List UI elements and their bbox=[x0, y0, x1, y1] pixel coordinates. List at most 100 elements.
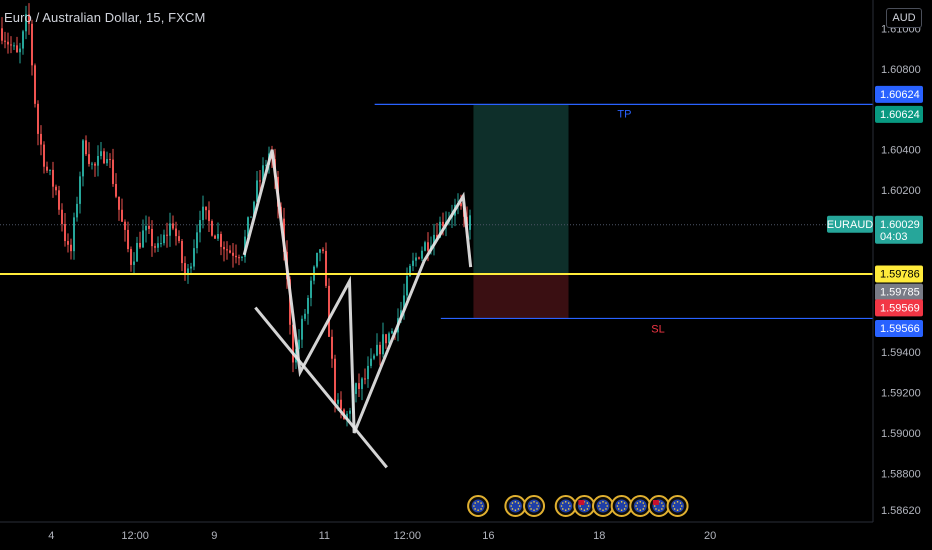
flag-star bbox=[636, 502, 639, 504]
candle-body bbox=[31, 23, 33, 66]
flag-star bbox=[514, 501, 517, 503]
flag-star bbox=[537, 505, 540, 507]
candle-body bbox=[202, 206, 204, 221]
candle-body bbox=[148, 225, 150, 229]
economic-event-markers[interactable] bbox=[467, 495, 689, 517]
candle-body bbox=[55, 186, 57, 191]
candle-body bbox=[259, 180, 261, 182]
flag-star bbox=[617, 502, 620, 504]
symbol-tag-label: EURAUD bbox=[827, 219, 874, 231]
flag-star bbox=[529, 505, 531, 507]
price-tag-label: 1.59569 bbox=[880, 302, 920, 314]
candle-body bbox=[172, 223, 174, 229]
candle-body bbox=[388, 333, 390, 344]
candle-body bbox=[106, 159, 108, 164]
flag-canton bbox=[652, 500, 659, 505]
candle-body bbox=[250, 216, 252, 218]
candle-body bbox=[13, 45, 15, 47]
loss-zone bbox=[473, 273, 569, 319]
flag-star bbox=[620, 509, 623, 512]
horizontal-levels[interactable]: TP SL bbox=[0, 103, 873, 335]
time-axis[interactable]: 4 12:00 9 11 12:00 16 18 20 bbox=[0, 521, 873, 542]
profit-zone bbox=[473, 104, 569, 274]
candle-body bbox=[58, 190, 60, 210]
candle-body bbox=[121, 209, 123, 222]
flag-star bbox=[579, 505, 581, 507]
candle-body bbox=[364, 378, 366, 380]
flag-star bbox=[653, 505, 656, 507]
candle-body bbox=[460, 203, 462, 207]
candle-body bbox=[337, 399, 339, 404]
candle-body bbox=[319, 249, 321, 253]
candle-body bbox=[241, 256, 243, 258]
flag-star bbox=[480, 508, 482, 510]
candle-body bbox=[469, 215, 471, 230]
time-tick-label: 9 bbox=[211, 530, 217, 542]
candle-body bbox=[253, 201, 255, 217]
price-tag bbox=[875, 85, 923, 103]
candle-body bbox=[187, 268, 189, 275]
candle-body bbox=[379, 344, 381, 355]
candle-body bbox=[304, 313, 306, 319]
flag-star bbox=[673, 502, 676, 504]
price-tag-label: 1.60029 bbox=[880, 219, 920, 231]
candle-body bbox=[226, 249, 228, 251]
candle-body bbox=[52, 169, 54, 187]
flag-star bbox=[642, 502, 645, 504]
candle-body bbox=[109, 159, 111, 161]
flag-star bbox=[474, 502, 476, 504]
price-tag bbox=[875, 319, 923, 337]
candle-body bbox=[442, 221, 444, 227]
candle-body bbox=[199, 220, 201, 233]
flag-star bbox=[602, 509, 604, 512]
flag-star bbox=[636, 508, 639, 510]
candle-body bbox=[193, 248, 195, 267]
candle-body bbox=[49, 169, 51, 171]
candle-body bbox=[91, 163, 93, 165]
time-tick-label: 16 bbox=[482, 530, 494, 542]
flag-star bbox=[561, 502, 564, 504]
candle-body bbox=[76, 203, 78, 218]
candle-body bbox=[349, 410, 351, 414]
currency-button[interactable]: AUD bbox=[886, 8, 922, 28]
candle-body bbox=[439, 221, 441, 238]
flag-star bbox=[602, 501, 604, 503]
candle-body bbox=[124, 221, 126, 230]
time-tick-label: 18 bbox=[593, 530, 605, 542]
candle-body bbox=[136, 242, 138, 262]
zigzag-pattern bbox=[242, 149, 473, 434]
flag-star bbox=[580, 508, 583, 510]
price-tag bbox=[875, 105, 923, 123]
flag-star bbox=[567, 502, 570, 504]
candle-body bbox=[184, 263, 186, 275]
price-tag bbox=[875, 283, 923, 301]
flag-star bbox=[530, 502, 532, 504]
candle-body bbox=[376, 344, 378, 356]
flag-star bbox=[605, 502, 607, 504]
candle-body bbox=[130, 249, 132, 265]
candle-body bbox=[82, 140, 84, 177]
flag-star bbox=[680, 505, 683, 507]
candle-body bbox=[97, 156, 99, 166]
candle-body bbox=[211, 221, 213, 236]
candle-body bbox=[421, 250, 423, 259]
candle-body bbox=[298, 339, 300, 350]
flag-star bbox=[533, 501, 535, 503]
candle-body bbox=[61, 209, 63, 225]
flag-star bbox=[673, 508, 676, 510]
price-tag bbox=[875, 265, 923, 283]
flag-star bbox=[583, 509, 586, 512]
flag-star bbox=[643, 505, 646, 507]
flag-star bbox=[474, 508, 476, 510]
candle-body bbox=[385, 334, 387, 344]
long-position-tool[interactable] bbox=[473, 104, 569, 319]
symbol-title[interactable]: Euro / Australian Dollar, 15, FXCM bbox=[4, 10, 206, 25]
candle-body bbox=[205, 206, 207, 211]
pattern-drawings[interactable] bbox=[242, 149, 473, 469]
flag-star bbox=[623, 502, 626, 504]
candle-body bbox=[361, 378, 363, 389]
candle-body bbox=[43, 144, 45, 167]
candle-body bbox=[223, 246, 225, 250]
price-tick-label: 1.59200 bbox=[881, 388, 921, 400]
